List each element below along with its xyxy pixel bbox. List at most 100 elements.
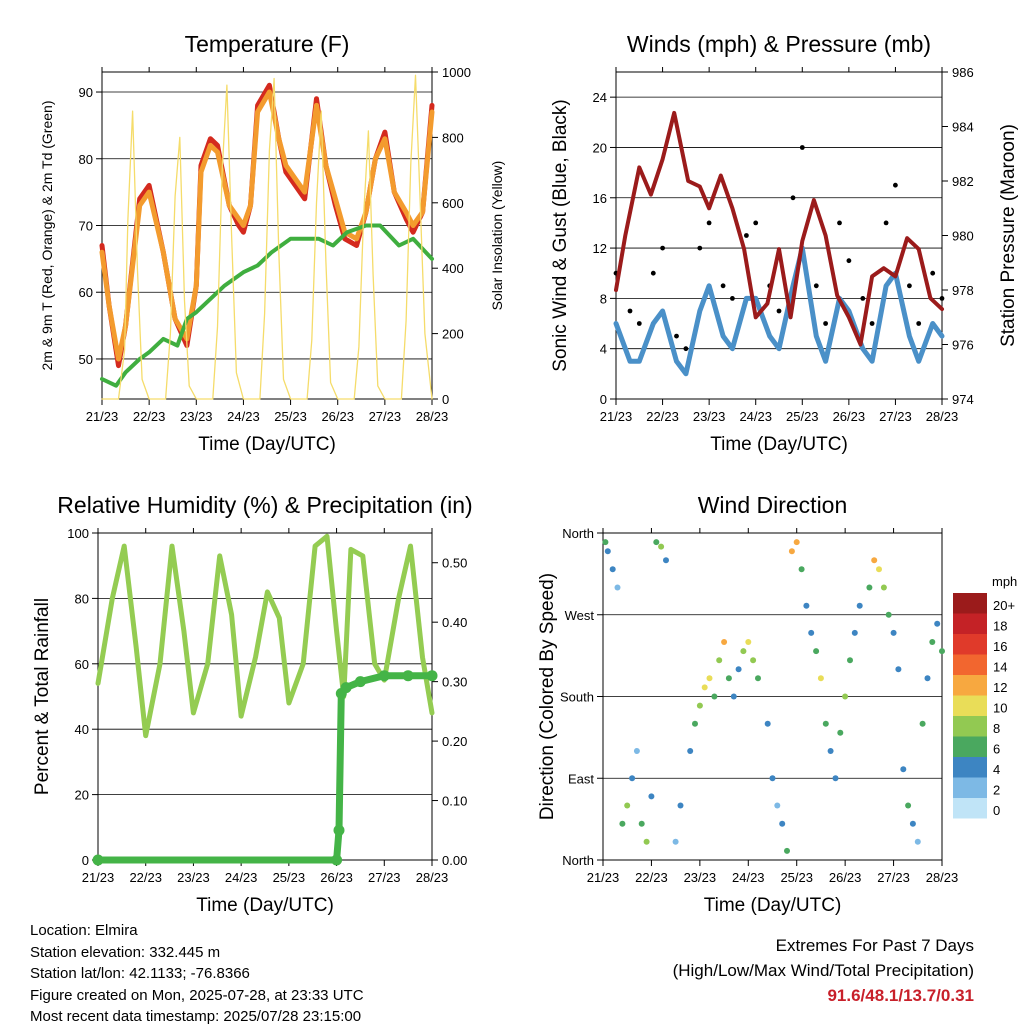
x-tick-label-0-5: 26/23 <box>321 409 354 424</box>
legend-label-0: 20+ <box>993 598 1015 613</box>
y2-tick-label-1-6: 986 <box>952 65 974 80</box>
y2-tick-label-1-2: 978 <box>952 283 974 298</box>
precip-point-2 <box>333 824 345 836</box>
y2-tick-label-1-3: 980 <box>952 229 974 244</box>
panel-title-3: Wind Direction <box>698 492 848 518</box>
legend-swatch-6 <box>953 716 987 737</box>
panel-title-1: Winds (mph) & Pressure (mb) <box>627 31 931 57</box>
dir-point-21 <box>711 693 718 700</box>
dir-point-66 <box>939 648 945 655</box>
gust-point-3 <box>650 270 656 276</box>
dir-tick-label-4: North <box>562 526 594 541</box>
x-tick-label-0-1: 22/23 <box>133 409 166 424</box>
dir-point-16 <box>687 748 694 754</box>
dir-point-37 <box>793 539 800 546</box>
y-tick-label-1-2: 8 <box>600 291 607 306</box>
dir-point-24 <box>725 675 732 682</box>
y2-tick-label-2-5: 0.50 <box>442 556 467 571</box>
dir-point-65 <box>934 620 941 627</box>
gust-point-14 <box>776 308 782 314</box>
gust-point-12 <box>753 220 759 226</box>
y-tick-label-1-0: 0 <box>600 392 607 407</box>
dir-point-63 <box>924 675 931 682</box>
y-axis-label-3: Direction (Colored By Speed) <box>537 573 558 820</box>
panel-frame-2 <box>97 532 433 861</box>
legend-swatch-0 <box>953 593 987 614</box>
dir-point-17 <box>692 720 698 727</box>
gust-point-20 <box>846 258 852 264</box>
y-tick-label-0-3: 80 <box>79 152 93 167</box>
dir-tick-label-2: South <box>560 690 594 705</box>
y2-tick-label-2-2: 0.20 <box>442 734 467 749</box>
y-tick-label-0-0: 50 <box>79 352 93 367</box>
x-axis-label-0: Time (Day/UTC) <box>198 434 336 455</box>
dir-point-49 <box>851 629 858 636</box>
y-tick-label-0-4: 90 <box>79 85 93 100</box>
dir-point-51 <box>866 584 873 591</box>
dir-point-5 <box>624 802 631 809</box>
x-tick-label-1-2: 23/23 <box>693 409 726 424</box>
x-tick-label-3-3: 24/23 <box>732 870 765 885</box>
dir-point-60 <box>909 820 916 827</box>
x-tick-label-1-3: 24/23 <box>739 409 772 424</box>
precip-point-4 <box>340 682 352 694</box>
y-tick-label-2-0: 0 <box>82 853 89 868</box>
dir-tick-label-0: North <box>562 853 594 868</box>
gust-point-16 <box>799 145 805 150</box>
dir-point-19 <box>701 684 708 691</box>
dir-point-64 <box>929 639 936 645</box>
dir-point-15 <box>677 802 684 809</box>
legend-swatch-1 <box>953 613 987 634</box>
panel-frame-0 <box>101 71 433 400</box>
dir-point-20 <box>706 675 713 682</box>
x-tick-label-0-3: 24/23 <box>227 409 260 424</box>
station-elevation: Station elevation: 332.445 m <box>30 943 221 961</box>
y2-tick-label-0-4: 800 <box>442 130 464 145</box>
y2-tick-label-1-5: 984 <box>952 120 974 135</box>
gust-point-17 <box>813 283 819 289</box>
dir-point-53 <box>876 566 882 573</box>
y-tick-label-2-2: 40 <box>75 722 89 737</box>
series-line-pressure <box>614 110 944 347</box>
x-tick-label-3-2: 23/23 <box>684 870 717 885</box>
dir-point-14 <box>672 838 679 845</box>
x-tick-label-1-6: 27/23 <box>879 409 912 424</box>
y2-tick-label-0-2: 400 <box>442 261 464 276</box>
gust-point-23 <box>883 220 889 226</box>
precip-point-1 <box>331 854 343 866</box>
gust-point-11 <box>744 233 749 238</box>
x-tick-label-3-5: 26/23 <box>829 870 862 885</box>
x-tick-label-0-7: 28/23 <box>416 409 449 424</box>
x-tick-label-2-6: 27/23 <box>368 870 401 885</box>
gust-point-19 <box>837 220 842 226</box>
dir-point-25 <box>730 693 737 700</box>
dir-point-35 <box>784 847 790 854</box>
dir-point-31 <box>764 720 771 727</box>
y-axis-label-0: 2m & 9m T (Red, Orange) & 2m Td (Green) <box>39 101 55 371</box>
gust-point-4 <box>660 245 665 251</box>
gust-point-28 <box>939 296 945 301</box>
dir-point-4 <box>619 820 626 827</box>
series-line-sol <box>101 74 433 400</box>
dir-point-7 <box>633 748 640 754</box>
gust-point-7 <box>697 245 703 251</box>
dir-point-32 <box>769 775 776 782</box>
dir-point-61 <box>914 838 921 845</box>
dir-point-1 <box>604 548 611 555</box>
x-tick-label-1-0: 21/23 <box>600 409 633 424</box>
dir-point-30 <box>755 675 761 682</box>
y-axis-label-2: Percent & Total Rainfall <box>32 598 53 795</box>
y-tick-label-2-5: 100 <box>67 526 89 541</box>
x-tick-label-2-5: 26/23 <box>320 870 353 885</box>
legend-swatch-8 <box>953 757 987 778</box>
panel-title-2: Relative Humidity (%) & Precipitation (i… <box>57 492 472 518</box>
series-line-td <box>100 223 434 388</box>
dir-point-9 <box>643 838 650 845</box>
gust-point-5 <box>674 333 679 339</box>
dir-point-47 <box>842 693 849 700</box>
dir-tick-label-1: East <box>568 771 594 786</box>
y-axis-label-1: Sonic Wind & Gust (Blue, Black) <box>550 99 571 371</box>
dir-point-29 <box>750 657 757 664</box>
y2-tick-label-0-1: 200 <box>442 327 464 342</box>
